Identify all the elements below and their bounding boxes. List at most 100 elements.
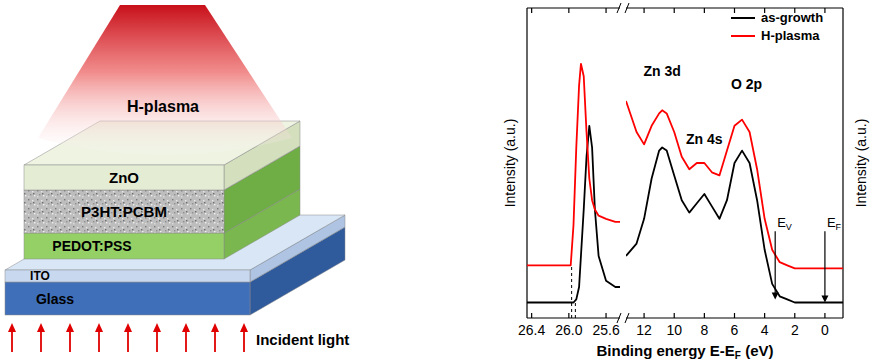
legend-swatch: [731, 35, 755, 37]
panel: 26.4 26.0 25.6 Intensity (a.u.): [502, 8, 620, 338]
x-tick-label: 4: [761, 322, 769, 338]
x-tick-label: 10: [666, 322, 682, 338]
x-tick-top: [605, 8, 606, 13]
x-tick: [568, 313, 569, 318]
x-tick-label: 26.0: [555, 322, 582, 338]
x-tick: [643, 313, 644, 318]
y-axis: [526, 8, 527, 318]
light-arrow: [40, 330, 42, 352]
onset-line: [575, 303, 576, 319]
plasma-label: H-plasma: [127, 98, 199, 115]
layer-label: P3HT:PCBM: [81, 203, 167, 220]
peak-label: O 2p: [731, 76, 762, 92]
layer-front: [24, 190, 224, 233]
x-tick: [674, 313, 675, 318]
layer-label: ITO: [30, 269, 50, 283]
light-arrow: [185, 330, 187, 352]
level-label-main: E: [827, 215, 836, 230]
x-tick: [824, 313, 825, 318]
level-arrow: [775, 231, 776, 293]
axis-break: [625, 3, 629, 13]
light-arrow: [98, 330, 100, 352]
x-tick-top: [568, 8, 569, 13]
axis-break: [625, 313, 629, 323]
x-tick-label: 0: [821, 322, 829, 338]
layer-label: Glass: [36, 291, 74, 307]
series-line: [626, 101, 843, 268]
xps-chart: 26.4 26.0 25.6 Intensity (a.u.) 12 10 8 6 4 2 0 Int…: [502, 3, 869, 361]
x-axis-label-main: Binding energy E-E: [597, 342, 735, 359]
x-tick-label: 8: [700, 322, 708, 338]
light-arrowhead: [124, 323, 132, 332]
x-tick: [605, 313, 606, 318]
light-arrow: [156, 330, 158, 352]
light-arrowhead: [182, 323, 190, 332]
series-group: [626, 101, 843, 303]
device-diagram: H-plasma ZnO P3HT:PCBM PEDOT:PSS ITO Glass Inc…: [5, 5, 349, 352]
y-axis-label: Intensity (a.u.): [853, 119, 869, 208]
series-line: [527, 64, 620, 265]
light-arrow: [127, 330, 129, 352]
panel: 12 10 8 6 4 2 0 Intensity (a.u.) Zn 3d Zn 4s O 2p E…: [597, 3, 869, 361]
level-arrow: [824, 231, 825, 296]
legend-label: H-plasma: [761, 28, 820, 43]
series-group: [527, 64, 620, 303]
level-label-main: E: [777, 215, 786, 230]
layer-label: ZnO: [109, 169, 139, 186]
legend-label: as-growth: [761, 10, 823, 25]
x-tick: [704, 313, 705, 318]
x-tick-top: [704, 8, 705, 13]
x-axis-label: Binding energy E-EF (eV): [597, 342, 774, 361]
x-tick: [734, 313, 735, 318]
x-tick-label: 25.6: [592, 322, 619, 338]
level-label: EF: [827, 215, 842, 232]
x-tick-label: 2: [791, 322, 799, 338]
light-arrowhead: [211, 323, 219, 332]
level-label: EV: [777, 215, 792, 232]
x-tick-top: [824, 8, 825, 13]
x-tick-top: [643, 8, 644, 13]
light-arrow: [243, 330, 245, 352]
x-tick-top: [531, 8, 532, 13]
level-label-sub: F: [836, 222, 842, 232]
axis-break: [617, 313, 621, 323]
y-axis-right: [842, 8, 843, 318]
onset-line: [571, 265, 572, 318]
layer-front: [24, 165, 224, 190]
layer-front: [5, 282, 250, 315]
layer-front: [5, 270, 250, 282]
light-arrowhead: [8, 323, 16, 332]
light-arrowhead: [37, 323, 45, 332]
light-arrow: [214, 330, 216, 352]
peak-label: Zn 4s: [686, 131, 723, 147]
peak-label: Zn 3d: [643, 63, 680, 79]
x-tick-top: [674, 8, 675, 13]
light-arrowhead: [95, 323, 103, 332]
level-label-sub: V: [786, 222, 792, 232]
axis-break: [617, 3, 621, 13]
x-tick-top: [734, 8, 735, 13]
light-arrowhead: [240, 323, 248, 332]
light-label: Incident light: [256, 331, 349, 348]
legend-swatch: [731, 17, 755, 19]
level-arrowhead: [772, 292, 779, 299]
y-axis-label: Intensity (a.u.): [502, 119, 518, 208]
x-axis-label-tail: (eV): [741, 342, 774, 359]
layer-label: PEDOT:PSS: [52, 238, 131, 254]
x-tick: [794, 313, 795, 318]
level-arrowhead: [821, 296, 828, 303]
legend: as-growth H-plasma: [731, 10, 823, 43]
x-tick-label: 26.4: [518, 322, 545, 338]
x-tick-label: 6: [731, 322, 739, 338]
light-arrowhead: [66, 323, 74, 332]
series-line: [626, 148, 843, 303]
x-tick: [764, 313, 765, 318]
x-tick: [531, 313, 532, 318]
x-tick-label: 12: [636, 322, 652, 338]
light-arrow: [11, 330, 13, 352]
plasma-cone: [38, 5, 292, 155]
light-arrow: [69, 330, 71, 352]
layer-front: [24, 233, 224, 259]
figure: H-plasma ZnO P3HT:PCBM PEDOT:PSS ITO Glass Inc…: [0, 0, 881, 363]
light-arrowhead: [153, 323, 161, 332]
